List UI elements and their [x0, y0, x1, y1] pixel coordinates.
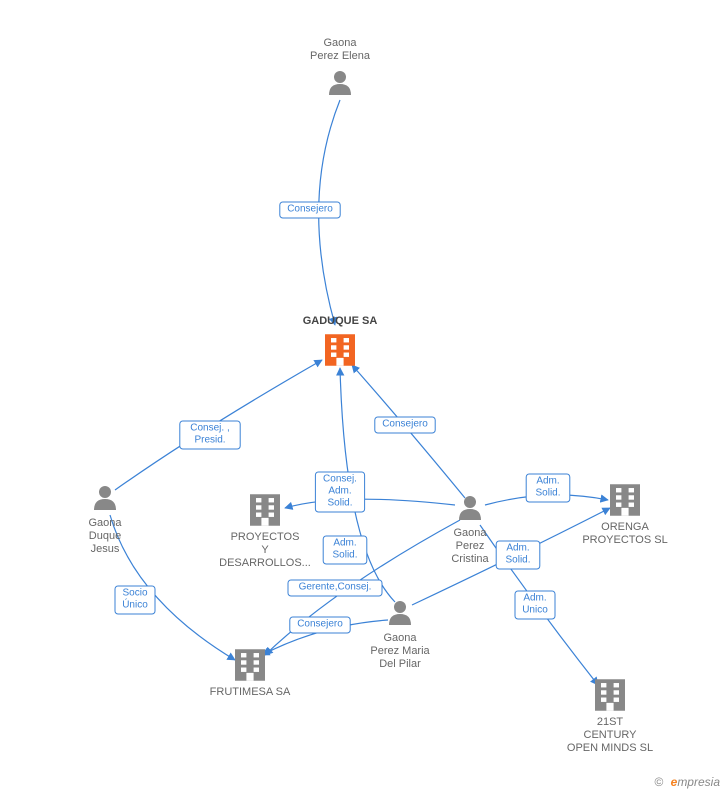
edge-label: Consejero: [280, 202, 340, 218]
node-label: Perez Elena: [310, 50, 371, 62]
company-icon: [595, 679, 625, 711]
node-label: PROYECTOS SL: [582, 534, 667, 546]
person-icon: [389, 601, 411, 625]
svg-text:Gerente,Consej.: Gerente,Consej.: [299, 582, 372, 593]
node-label: Perez Maria: [370, 645, 430, 657]
svg-text:Solid.: Solid.: [327, 498, 352, 509]
svg-text:Adm.: Adm.: [333, 538, 356, 549]
edge-label: Consejero: [375, 417, 435, 433]
person-icon: [459, 496, 481, 520]
person-icon: [94, 486, 116, 510]
svg-text:Unico: Unico: [522, 605, 548, 616]
node-gaduque: GADUQUE SA: [303, 315, 378, 366]
svg-text:Consej.: Consej.: [323, 474, 357, 485]
edge-label: Consejero: [290, 617, 350, 633]
node-label: CENTURY: [584, 729, 638, 741]
node-gaona_duque_jesus: GaonaDuqueJesus: [88, 486, 122, 555]
svg-text:Solid.: Solid.: [535, 488, 560, 499]
svg-text:Solid.: Solid.: [332, 550, 357, 561]
svg-text:Consejero: Consejero: [287, 204, 333, 215]
edge-label: Adm.Solid.: [496, 541, 540, 569]
svg-text:Único: Único: [122, 598, 148, 611]
node-label: 21ST: [597, 716, 624, 728]
node-label: Y: [261, 544, 269, 556]
edge-label: Adm.Unico: [515, 591, 555, 619]
node-label: Jesus: [91, 543, 120, 555]
node-21st: 21STCENTURYOPEN MINDS SL: [567, 679, 653, 754]
node-label: Del Pilar: [379, 658, 421, 670]
edge-label: Adm.Solid.: [323, 536, 367, 564]
footer-credit: © empresia: [654, 775, 720, 789]
svg-text:Adm.: Adm.: [506, 543, 529, 554]
node-label: Gaona: [323, 37, 357, 49]
edge-label: SocioÚnico: [115, 586, 155, 614]
svg-text:Presid.: Presid.: [194, 435, 225, 446]
svg-text:Socio: Socio: [122, 588, 147, 599]
node-label: ORENGA: [601, 521, 649, 533]
logo-rest: mpresia: [677, 775, 720, 789]
node-gaona_perez_cristina: GaonaPerezCristina: [451, 496, 489, 565]
svg-text:Adm.: Adm.: [536, 476, 559, 487]
svg-text:Adm.: Adm.: [328, 486, 351, 497]
node-label: Perez: [456, 540, 485, 552]
node-gaona_perez_maria: GaonaPerez MariaDel Pilar: [370, 601, 430, 670]
node-frutimesa: FRUTIMESA SA: [210, 649, 291, 698]
edge-label: Gerente,Consej.: [288, 580, 382, 596]
company-icon: [235, 649, 265, 681]
node-label: Gaona: [453, 527, 487, 539]
node-label: GADUQUE SA: [303, 315, 378, 327]
edge-label: Adm.Solid.: [526, 474, 570, 502]
company-icon: [325, 334, 355, 366]
node-label: Gaona: [88, 517, 122, 529]
svg-text:Solid.: Solid.: [505, 555, 530, 566]
svg-text:Consej. ,: Consej. ,: [190, 423, 229, 434]
node-label: OPEN MINDS SL: [567, 742, 653, 754]
company-icon: [610, 484, 640, 516]
svg-text:Consejero: Consejero: [382, 419, 428, 430]
node-label: DESARROLLOS...: [219, 557, 311, 569]
company-icon: [250, 494, 280, 526]
node-label: PROYECTOS: [231, 531, 300, 543]
svg-text:Consejero: Consejero: [297, 619, 343, 630]
node-label: Gaona: [383, 632, 417, 644]
copyright-symbol: ©: [654, 775, 663, 789]
node-label: FRUTIMESA SA: [210, 686, 291, 698]
edge-label: Consej. ,Presid.: [180, 421, 240, 449]
person-icon: [329, 71, 351, 95]
svg-text:Adm.: Adm.: [523, 593, 546, 604]
edge-label: Consej.Adm.Solid.: [315, 472, 364, 512]
edge-gaona_perez_cristina-to-proyectos: [285, 499, 455, 508]
network-diagram: Consejero Consej. ,Presid. SocioÚnico Conse…: [0, 0, 728, 795]
node-label: Duque: [89, 530, 121, 542]
node-label: Cristina: [451, 553, 489, 565]
node-gaona_perez_elena: GaonaPerez Elena: [310, 37, 371, 95]
